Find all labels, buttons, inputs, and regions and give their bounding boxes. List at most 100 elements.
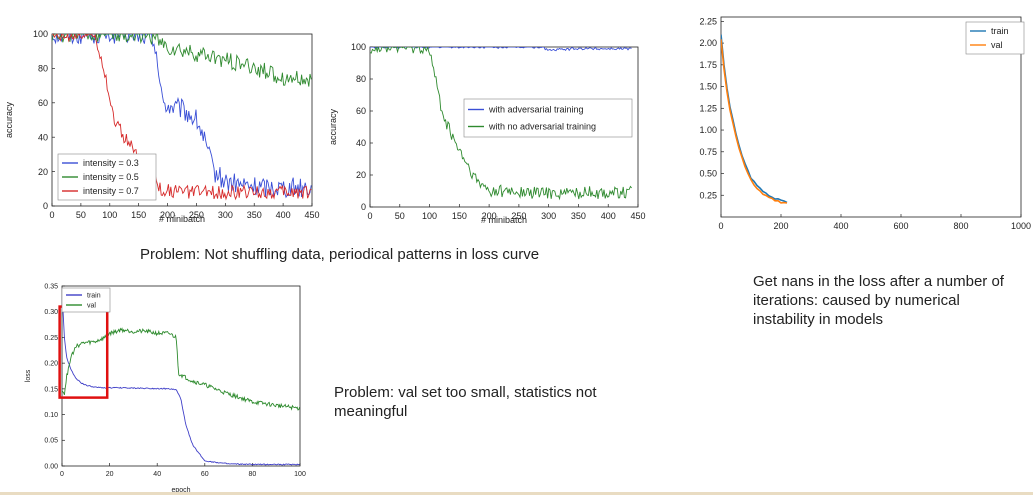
chart-intensity-svg: 0 50 100 150 200 250 300 350 400 450 0 20 40 60 80 100 #… — [4, 29, 320, 224]
chart-adversarial-svg: 0 50 100 150 200 250 300 350 400 450 0 20 40 60 80 100 #… — [328, 42, 646, 225]
y-tick-label: 0.20 — [44, 361, 58, 368]
x-axis-label: # minibatch — [481, 215, 527, 225]
legend-label: train — [991, 26, 1009, 36]
x-tick-label: 300 — [541, 211, 556, 221]
y-tick-label: 80 — [38, 64, 48, 74]
x-tick-label: 400 — [833, 221, 848, 231]
y-tick-label: 0 — [43, 201, 48, 211]
footer-rule — [0, 492, 1033, 495]
caption-shuffle: Problem: Not shuffling data, periodical … — [140, 246, 540, 263]
y-tick-label: 20 — [356, 170, 366, 180]
x-tick-label: 0 — [49, 210, 54, 220]
x-tick-label: 600 — [893, 221, 908, 231]
plot-frame — [61, 285, 301, 467]
y-tick-label: 0.25 — [699, 190, 717, 200]
y-tick-label: 20 — [38, 167, 48, 177]
x-tick-label: 0 — [60, 471, 64, 478]
x-tick-label: 250 — [189, 210, 204, 220]
x-tick-label: 300 — [218, 210, 233, 220]
x-tick-label: 400 — [601, 211, 616, 221]
legend-label: val — [87, 302, 96, 309]
x-tick-label: 450 — [304, 210, 319, 220]
x-axis-label: epoch — [171, 487, 190, 494]
legend-label: intensity = 0.3 — [83, 158, 139, 168]
y-tick-label: 0 — [361, 202, 366, 212]
chart-train-val-nans: 0 200 400 600 800 1000 0.25 0.50 0.75 1.00 1.25 1.5… — [680, 15, 1033, 245]
y-tick-label: 1.75 — [699, 60, 717, 70]
caption-valset: Problem: val set too small, statistics n… — [334, 384, 597, 420]
y-tick-label: 0.05 — [44, 438, 58, 445]
x-axis-label: # minibatch — [159, 214, 205, 224]
y-tick-label: 0.10 — [44, 412, 58, 419]
series-line-with-adversarial-training — [370, 47, 632, 52]
legend-label: val — [991, 40, 1003, 50]
y-tick-label: 0.35 — [44, 283, 58, 290]
y-tick-label: 2.00 — [699, 38, 717, 48]
chart-loss-epoch-svg: 0 20 40 60 80 100 0.00 0.05 0.10 0.15 0.20 0.25 0.30… — [25, 283, 306, 494]
x-tick-label: 80 — [249, 471, 257, 478]
y-tick-label: 40 — [356, 138, 366, 148]
x-tick-label: 50 — [76, 210, 86, 220]
y-tick-label: 0.30 — [44, 309, 58, 316]
x-tick-label: 150 — [452, 211, 467, 221]
x-tick-label: 60 — [201, 471, 209, 478]
x-tick-label: 200 — [482, 211, 497, 221]
legend-label: train — [87, 292, 101, 299]
x-tick-label: 150 — [131, 210, 146, 220]
series-line-train — [62, 291, 300, 466]
y-axis-label: accuracy — [4, 101, 14, 138]
chart-train-val-svg: 0 200 400 600 800 1000 0.25 0.50 0.75 1.00 1.25 1.5… — [699, 16, 1031, 231]
series-line-intensity-0-7 — [52, 34, 312, 201]
x-tick-label: 200 — [773, 221, 788, 231]
y-tick-label: 1.00 — [699, 125, 717, 135]
y-tick-label: 0.15 — [44, 386, 58, 393]
caption-nans: Get nans in the loss after a number of i… — [753, 273, 1004, 328]
y-tick-label: 2.25 — [699, 16, 717, 26]
y-axis-label: accuracy — [328, 108, 338, 145]
x-tick-label: 400 — [276, 210, 291, 220]
x-tick-label: 50 — [395, 211, 405, 221]
series-line-val — [62, 327, 300, 411]
y-tick-label: 40 — [38, 132, 48, 142]
y-tick-label: 0.50 — [699, 169, 717, 179]
legend-box — [61, 287, 111, 313]
y-tick-label: 0.25 — [44, 335, 58, 342]
chart-adversarial: 0 50 100 150 200 250 300 350 400 450 0 20 40 60 80 100 #… — [328, 22, 650, 227]
x-tick-label: 0 — [718, 221, 723, 231]
x-tick-label: 350 — [571, 211, 586, 221]
y-tick-label: 60 — [38, 98, 48, 108]
legend-box — [463, 98, 633, 138]
x-tick-label: 450 — [630, 211, 645, 221]
series-line-val — [721, 39, 788, 204]
x-tick-label: 350 — [247, 210, 262, 220]
x-tick-label: 20 — [106, 471, 114, 478]
legend-label: intensity = 0.7 — [83, 186, 139, 196]
y-tick-label: 1.25 — [699, 103, 717, 113]
legend-box — [965, 21, 1025, 55]
x-tick-label: 100 — [294, 471, 306, 478]
legend-label: with adversarial training — [488, 105, 584, 115]
series-line-intensity-0-3 — [52, 34, 312, 199]
x-tick-label: 800 — [953, 221, 968, 231]
x-tick-label: 100 — [422, 211, 437, 221]
chart-intensity: 0 50 100 150 200 250 300 350 400 450 0 20 40 60 80 100 #… — [0, 22, 330, 227]
y-tick-label: 0.75 — [699, 147, 717, 157]
series-line-with-no-adversarial-training — [370, 47, 632, 201]
y-tick-label: 100 — [351, 42, 366, 52]
chart-loss-epoch: 0 20 40 60 80 100 0.00 0.05 0.10 0.15 0.20 0.25 0.30… — [20, 278, 320, 496]
y-tick-label: 1.50 — [699, 82, 717, 92]
y-tick-label: 0.00 — [44, 463, 58, 470]
x-tick-label: 250 — [511, 211, 526, 221]
x-tick-label: 0 — [367, 211, 372, 221]
x-tick-label: 40 — [153, 471, 161, 478]
y-tick-label: 100 — [33, 29, 48, 39]
y-axis-label: loss — [25, 369, 32, 382]
series-line-intensity-0-5 — [52, 34, 312, 87]
legend-label: intensity = 0.5 — [83, 172, 139, 182]
x-tick-label: 200 — [160, 210, 175, 220]
y-tick-label: 60 — [356, 106, 366, 116]
x-tick-label: 1000 — [1011, 221, 1031, 231]
y-tick-label: 80 — [356, 74, 366, 84]
legend-label: with no adversarial training — [488, 122, 596, 132]
x-tick-label: 100 — [102, 210, 117, 220]
